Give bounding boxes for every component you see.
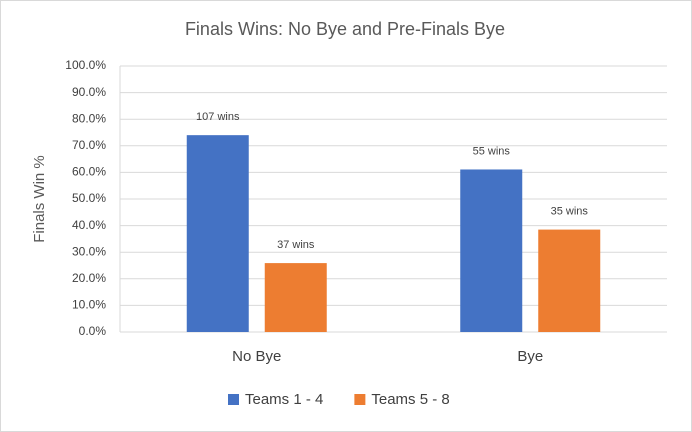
y-tick-label: 50.0% bbox=[72, 191, 106, 205]
y-tick-label: 70.0% bbox=[72, 138, 106, 152]
y-tick-label: 40.0% bbox=[72, 218, 106, 232]
data-label: 37 wins bbox=[277, 239, 315, 251]
bar bbox=[538, 229, 601, 332]
y-tick-label: 60.0% bbox=[72, 165, 106, 179]
y-tick-label: 30.0% bbox=[72, 244, 106, 258]
y-tick-label: 90.0% bbox=[72, 85, 106, 99]
legend-label: Teams 1 - 4 bbox=[245, 391, 323, 408]
x-tick-label: No Bye bbox=[232, 348, 281, 365]
y-tick-label: 10.0% bbox=[72, 298, 106, 312]
y-tick-label: 20.0% bbox=[72, 271, 106, 285]
y-tick-label: 0.0% bbox=[79, 324, 107, 338]
x-tick-label: Bye bbox=[517, 348, 543, 365]
chart-title: Finals Wins: No Bye and Pre-Finals Bye bbox=[185, 19, 505, 39]
bar bbox=[264, 263, 327, 332]
bar bbox=[460, 169, 523, 332]
data-label: 55 wins bbox=[473, 145, 511, 157]
y-axis-title: Finals Win % bbox=[31, 155, 48, 243]
legend-label: Teams 5 - 8 bbox=[371, 391, 449, 408]
data-label: 35 wins bbox=[551, 205, 589, 217]
data-label: 107 wins bbox=[196, 111, 240, 123]
y-tick-label: 100.0% bbox=[65, 58, 106, 72]
bar bbox=[186, 135, 249, 332]
legend-swatch bbox=[354, 394, 366, 405]
y-tick-label: 80.0% bbox=[72, 111, 106, 125]
legend-swatch bbox=[228, 394, 239, 405]
